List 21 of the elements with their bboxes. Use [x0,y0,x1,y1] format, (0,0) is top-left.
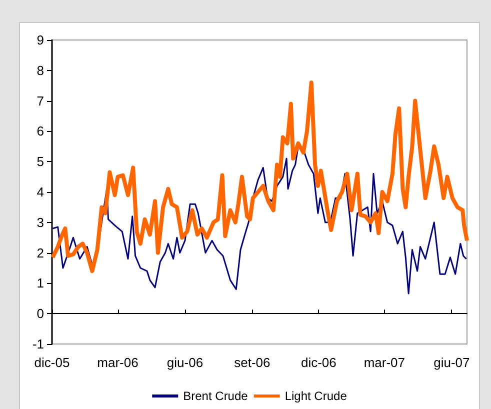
x-tick-label: giu-06 [166,355,204,370]
y-tick-label: 2 [36,245,44,260]
y-tick-label: 7 [36,93,44,108]
y-tick-label: 4 [36,184,44,200]
y-tick-label: 8 [36,62,44,78]
y-tick-label: 5 [36,154,44,170]
x-tick-label: dic-05 [34,355,70,370]
x-tick-label: giu-07 [434,355,470,370]
y-tick-label: 3 [36,214,44,230]
x-tick-label: mar-06 [97,355,138,370]
y-tick-label: 0 [36,306,44,322]
line-series [50,80,469,274]
x-tick-label: set-06 [234,355,270,370]
x-tick-label: mar-07 [364,355,406,370]
x-tick-label: dic-06 [300,355,336,370]
y-tick-label: 6 [36,124,44,139]
y-tick-label: -1 [32,336,44,352]
legend-label: Light Crude [284,389,348,403]
y-tick-label: 1 [36,276,44,291]
legend-label: Brent Crude [183,389,248,403]
y-tick-label: 9 [36,32,44,48]
